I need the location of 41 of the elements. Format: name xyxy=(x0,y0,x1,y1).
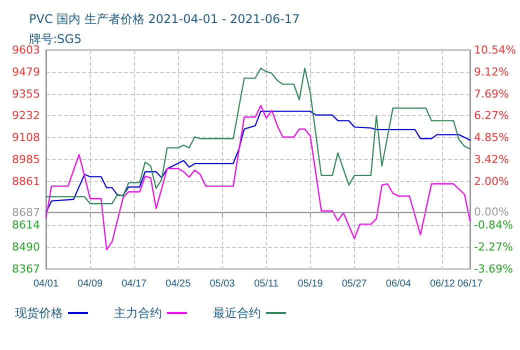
y2-tick-label: -0.84% xyxy=(474,218,513,232)
chart-subtitle: 牌号:SG5 xyxy=(29,32,82,46)
x-tick-label: 06/12 xyxy=(430,278,456,290)
line-series xyxy=(45,104,471,250)
legend-label: 主力合约 xyxy=(114,306,162,320)
y-tick-label: 8985 xyxy=(12,153,40,166)
y2-tick-label: -2.27% xyxy=(474,240,513,254)
y2-tick-label: 7.69% xyxy=(474,87,509,100)
y-tick-label: 8687 xyxy=(12,206,40,219)
y-tick-label: 9232 xyxy=(12,109,40,122)
y2-tick-label: 9.12% xyxy=(474,65,509,78)
y2-tick-label: -3.69% xyxy=(474,262,513,276)
x-tick-label: 04/09 xyxy=(78,278,103,290)
y2-tick-label: 3.42% xyxy=(474,153,509,166)
line-series xyxy=(45,110,471,214)
legend-label: 最近合约 xyxy=(213,306,261,320)
x-tick-label: 04/17 xyxy=(122,278,148,290)
y2-tick-label: 0.00% xyxy=(474,206,509,219)
y-tick-label: 9108 xyxy=(12,131,40,144)
x-tick-label: 05/11 xyxy=(254,278,279,290)
chart-title: PVC 国内 生产者价格 2021-04-01 - 2021-06-17 xyxy=(29,12,300,26)
y-tick-label: 8490 xyxy=(12,240,40,254)
y-tick-label: 9355 xyxy=(12,87,40,100)
y2-tick-label: 4.85% xyxy=(474,131,509,144)
legend-label: 现货价格 xyxy=(15,306,63,320)
y-tick-label: 9479 xyxy=(12,65,40,78)
x-tick-label: 06/17 xyxy=(457,278,483,290)
x-tick-label: 05/19 xyxy=(298,278,324,290)
y-tick-label: 8861 xyxy=(12,174,40,188)
x-tick-label: 04/25 xyxy=(166,278,192,290)
x-tick-label: 05/03 xyxy=(210,278,236,290)
x-tick-label: 06/04 xyxy=(386,278,412,290)
line-series xyxy=(45,68,471,204)
y2-tick-label: 10.54% xyxy=(474,44,516,56)
y-tick-label: 8367 xyxy=(12,262,40,276)
y2-tick-label: 6.27% xyxy=(474,109,509,122)
x-tick-label: 04/01 xyxy=(33,278,59,290)
y-tick-label: 9603 xyxy=(12,44,40,56)
x-tick-label: 05/27 xyxy=(342,278,368,290)
y-tick-label: 8614 xyxy=(12,218,40,232)
y2-tick-label: 2.00% xyxy=(474,174,509,188)
